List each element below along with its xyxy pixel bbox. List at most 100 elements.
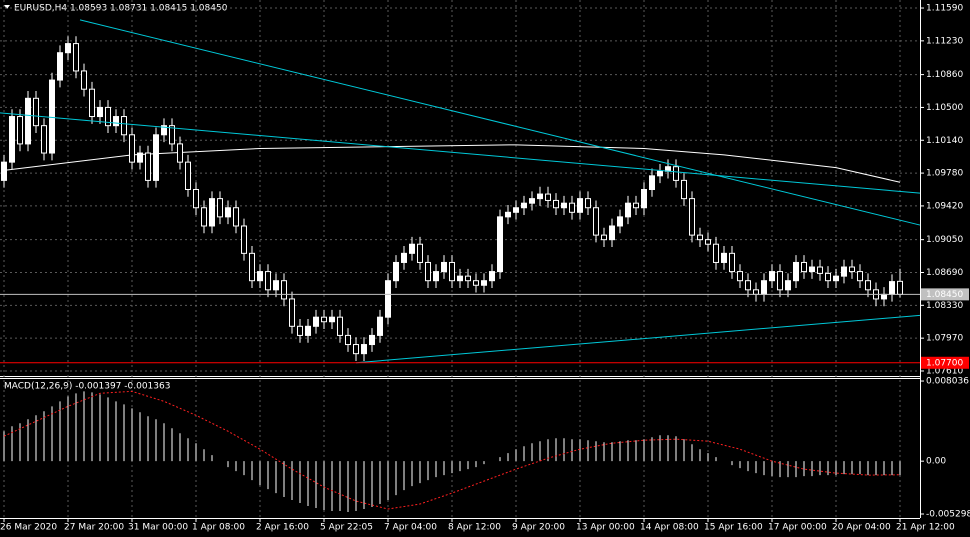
candle (105, 100, 111, 133)
candle (713, 236, 719, 270)
candle (545, 186, 551, 208)
candle-body (761, 280, 767, 295)
x-tick-label: 27 Mar 20:00 (64, 523, 124, 533)
candle-body (881, 293, 887, 300)
x-tick-label: 21 Apr 12:00 (896, 523, 955, 533)
candle (241, 218, 247, 261)
candle-body (633, 202, 639, 209)
candle (865, 273, 871, 298)
candle-body (729, 252, 735, 273)
candle-body (505, 211, 511, 218)
candle (169, 118, 175, 152)
candle (777, 264, 783, 298)
candle-body (289, 298, 295, 327)
candle (697, 227, 703, 247)
candle (433, 264, 439, 288)
candle-body (737, 271, 743, 282)
candle (329, 309, 335, 330)
candle-body (25, 97, 31, 145)
candle-body (841, 266, 847, 277)
candle-body (609, 225, 615, 241)
candle (841, 259, 847, 284)
candle-body (313, 316, 319, 327)
y-tick-label: 1.09050 (926, 235, 963, 245)
candle (793, 255, 799, 288)
y-tick-label: 1.07970 (926, 334, 963, 344)
candle (825, 266, 831, 288)
candle-body (393, 261, 399, 282)
y-tick-label: 1.10500 (926, 103, 963, 113)
y-tick-label: 1.09420 (926, 201, 963, 211)
candle-body (705, 239, 711, 245)
candle-body (449, 261, 455, 282)
y-tick-label: 1.11590 (926, 4, 963, 14)
candle (401, 246, 407, 270)
candle-body (745, 280, 751, 291)
candle-body (513, 207, 519, 213)
candle (201, 200, 207, 234)
candle-body (641, 189, 647, 209)
x-tick-label: 20 Apr 04:00 (832, 523, 891, 533)
candle-body (153, 134, 159, 181)
candle-body (777, 271, 783, 291)
candle-body (697, 234, 703, 241)
y-tick-label: -0.005298 (926, 509, 970, 519)
candle-body (857, 271, 863, 282)
candle-body (593, 207, 599, 236)
y-tick-label: 1.08690 (926, 268, 963, 278)
x-tick-label: 8 Apr 12:00 (448, 523, 501, 533)
y-tick-label: 1.07610 (926, 366, 963, 376)
candle (561, 195, 567, 216)
candle-body (825, 272, 831, 282)
candle-body (57, 52, 63, 81)
candle-body (897, 280, 903, 295)
candle-body (537, 193, 543, 200)
candle-body (361, 344, 367, 355)
candle (337, 309, 343, 343)
candle-body (417, 243, 423, 263)
candle (473, 273, 479, 293)
candle (705, 232, 711, 252)
candle-body (377, 316, 383, 336)
candle-body (145, 152, 151, 181)
candle-body (137, 152, 143, 163)
candle-body (441, 261, 447, 273)
candle (369, 328, 375, 352)
candle-body (113, 116, 119, 127)
candle-body (785, 280, 791, 291)
candle (129, 127, 135, 170)
price-label-bg (921, 288, 969, 301)
candle-body (233, 207, 239, 227)
candle-body (561, 202, 567, 209)
candle-body (545, 193, 551, 201)
candle-body (585, 198, 591, 209)
candle-body (185, 161, 191, 191)
indicator-title: MACD(12,26,9) -0.001397 -0.001363 (4, 382, 170, 392)
menu-arrow[interactable] (4, 5, 10, 9)
candle (321, 309, 327, 330)
candle (25, 91, 31, 152)
candle-body (489, 271, 495, 282)
candle-body (297, 325, 303, 336)
moving-average (3, 144, 901, 183)
candle (577, 191, 583, 220)
candle-body (801, 261, 807, 273)
candle-body (353, 344, 359, 355)
candle-body (401, 252, 407, 263)
candle-body (217, 198, 223, 218)
candle (593, 200, 599, 243)
x-tick-label: 31 Mar 00:00 (128, 523, 188, 533)
candle-body (121, 116, 127, 136)
candle-body (657, 170, 663, 177)
candle (225, 200, 231, 225)
candle-body (713, 243, 719, 263)
candle (601, 227, 607, 247)
candle (721, 246, 727, 270)
candle-body (681, 179, 687, 200)
candle-body (105, 106, 111, 127)
candle-body (321, 316, 327, 323)
candle-body (281, 280, 287, 300)
y-tick-label: 1.10140 (926, 136, 963, 146)
candle-body (345, 334, 351, 346)
